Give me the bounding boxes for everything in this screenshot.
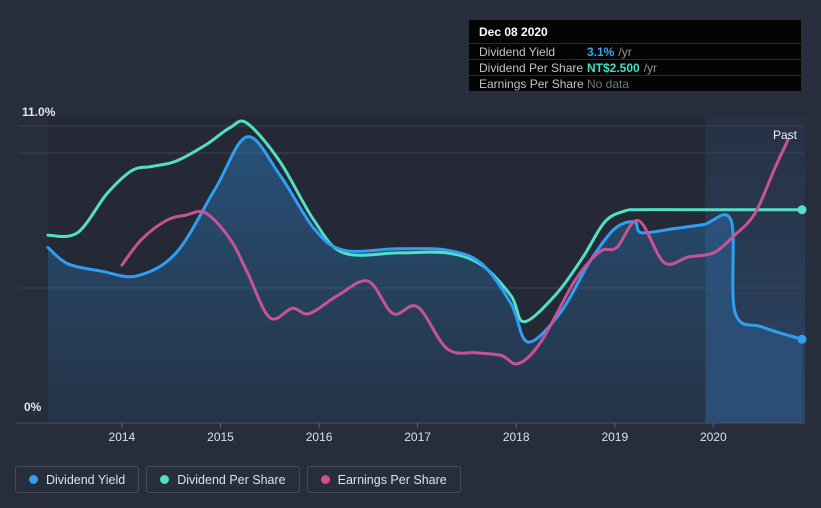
dividend-yield-line — [46, 135, 804, 344]
tooltip-row-earnings-per-share: Earnings Per Share No data — [469, 75, 801, 91]
earnings-per-share-line — [120, 138, 790, 366]
dividend-per-share-end-dot — [797, 205, 807, 215]
tooltip-row-value: NT$2.500 — [587, 60, 640, 75]
x-tick-label-2020: 2020 — [699, 430, 727, 444]
past-region-label: Past — [772, 128, 797, 142]
tooltip-row-label: Dividend Yield — [479, 44, 556, 59]
tooltip-row-value: No data — [587, 76, 630, 91]
x-tick-label-2017: 2017 — [404, 430, 431, 444]
dividend-per-share-line — [46, 119, 804, 324]
y-axis-min-label: 0% — [24, 400, 42, 414]
tooltip-row-label: Earnings Per Share — [479, 76, 584, 91]
x-tick-label-2018: 2018 — [502, 430, 530, 444]
tooltip-row-value: 3.1% — [587, 44, 615, 59]
x-tick-label-2016: 2016 — [305, 430, 333, 444]
x-tick-label-2019: 2019 — [601, 430, 629, 444]
tooltip-row-suffix: /yr — [643, 60, 658, 75]
tooltip-date: Dec 08 2020 — [479, 25, 548, 39]
y-axis-max-label: 11.0% — [22, 105, 56, 119]
legend-item-dividend-per-share[interactable]: Dividend Per Share — [146, 466, 300, 493]
x-tick-label-2015: 2015 — [207, 430, 234, 444]
tooltip-row-suffix: /yr — [618, 44, 632, 59]
x-tick-label-2014: 2014 — [108, 430, 136, 444]
dividend-yield-area — [48, 136, 802, 423]
legend-item-dividend-yield[interactable]: Dividend Yield — [15, 466, 140, 493]
tooltip-row-dividend-per-share: Dividend Per Share NT$2.500 /yr — [469, 59, 801, 75]
earnings-per-share-dot-icon — [320, 475, 330, 484]
dividend-yield-end-dot — [797, 334, 807, 344]
legend-item-earnings-per-share[interactable]: Earnings Per Share — [306, 466, 461, 493]
legend: Dividend Yield Dividend Per Share Earnin… — [15, 466, 461, 493]
dividend-yield-dot-icon — [29, 475, 38, 484]
dividend-per-share-dot-icon — [160, 475, 170, 484]
legend-label: Dividend Yield — [46, 472, 126, 487]
legend-label: Earnings Per Share — [337, 472, 447, 487]
tooltip-row-label: Dividend Per Share — [479, 60, 584, 75]
legend-label: Dividend Per Share — [177, 472, 286, 487]
tooltip-row-dividend-yield: Dividend Yield 3.1% /yr — [469, 43, 801, 59]
tooltip: Dec 08 2020 Dividend Yield 3.1% /yr Divi… — [469, 20, 801, 91]
